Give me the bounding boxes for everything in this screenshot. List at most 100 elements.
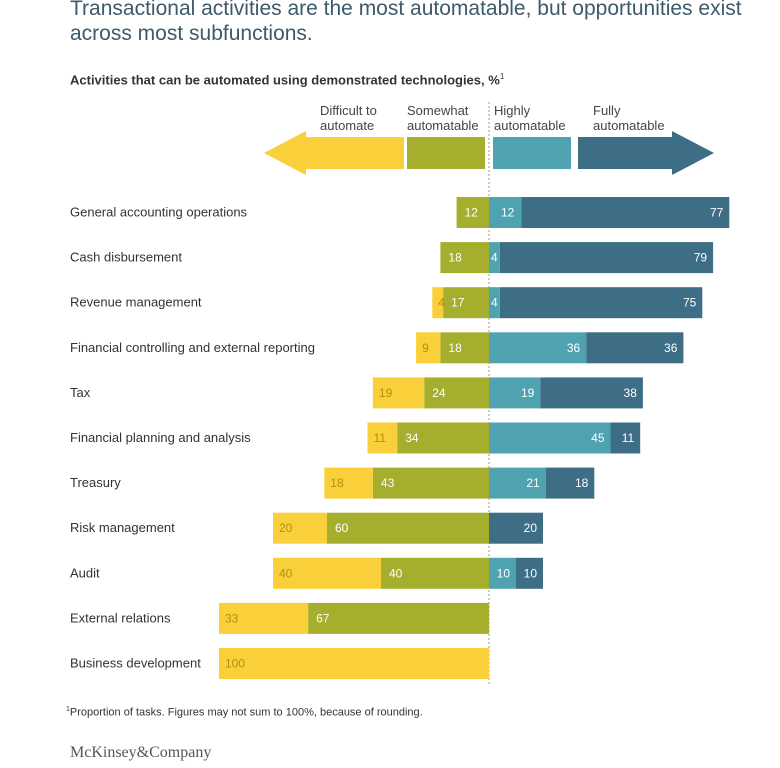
subtitle-footnote-mark: 1 bbox=[499, 72, 505, 81]
value-difficult-treasury: 18 bbox=[330, 476, 344, 490]
value-fully-tax: 38 bbox=[624, 386, 638, 400]
category-label-financial-controlling-and-external-reporting: Financial controlling and external repor… bbox=[70, 340, 315, 355]
footnote: 1Proportion of tasks. Figures may not su… bbox=[66, 706, 423, 719]
legend-label-somewhat-automatable-1: Somewhat bbox=[407, 103, 469, 118]
brand-logo: McKinsey&Company bbox=[70, 744, 212, 761]
bar-highly-cash-disbursement bbox=[489, 242, 500, 274]
bar-somewhat-revenue-management bbox=[443, 287, 489, 319]
legend-label-fully-automatable-2: automatable bbox=[593, 118, 665, 133]
value-somewhat-tax: 24 bbox=[432, 386, 446, 400]
bar-difficult-tax bbox=[372, 377, 425, 409]
legend-label-somewhat-automatable-2: automatable bbox=[407, 118, 479, 133]
category-label-external-relations: External relations bbox=[70, 610, 171, 625]
chart-subtitle: Activities that can be automated using d… bbox=[70, 72, 504, 87]
legend-label-fully-automatable-1: Fully bbox=[593, 103, 621, 118]
value-somewhat-financial-planning-and-analysis: 34 bbox=[405, 431, 419, 445]
bar-highly-tax bbox=[489, 377, 541, 409]
value-fully-general-accounting-operations: 77 bbox=[710, 206, 724, 220]
category-label-treasury: Treasury bbox=[70, 475, 121, 490]
value-highly-audit: 10 bbox=[497, 566, 511, 580]
value-difficult-financial-controlling-and-external-reporting: 9 bbox=[422, 341, 429, 355]
category-label-financial-planning-and-analysis: Financial planning and analysis bbox=[70, 430, 251, 445]
bar-difficult-financial-planning-and-analysis bbox=[367, 422, 398, 454]
footnote-text: Proportion of tasks. Figures may not sum… bbox=[69, 706, 423, 719]
bar-somewhat-general-accounting-operations bbox=[456, 197, 489, 228]
bar-fully-financial-planning-and-analysis bbox=[610, 422, 641, 454]
bar-difficult-revenue-management bbox=[432, 287, 444, 319]
value-fully-treasury: 18 bbox=[575, 476, 589, 490]
value-somewhat-general-accounting-operations: 12 bbox=[465, 206, 479, 220]
bar-highly-treasury bbox=[489, 467, 546, 499]
bar-highly-revenue-management bbox=[489, 287, 500, 319]
bar-somewhat-financial-planning-and-analysis bbox=[397, 422, 489, 454]
category-label-tax: Tax bbox=[70, 385, 91, 400]
value-somewhat-cash-disbursement: 18 bbox=[448, 251, 462, 265]
value-somewhat-treasury: 43 bbox=[381, 476, 395, 490]
category-label-business-development: Business development bbox=[70, 656, 201, 671]
value-difficult-risk-management: 20 bbox=[279, 521, 293, 535]
legend-label-difficult-to-automate-2: automate bbox=[320, 118, 374, 133]
category-label-risk-management: Risk management bbox=[70, 520, 175, 535]
bar-somewhat-tax bbox=[424, 377, 489, 409]
legend-swatch-somewhat bbox=[407, 137, 485, 169]
bar-fully-treasury bbox=[545, 467, 595, 499]
value-fully-financial-controlling-and-external-reporting: 36 bbox=[664, 341, 678, 355]
bar-somewhat-audit bbox=[381, 557, 489, 589]
bar-fully-tax bbox=[540, 377, 643, 409]
legend-arrow-fully bbox=[578, 131, 714, 175]
category-label-general-accounting-operations: General accounting operations bbox=[70, 205, 248, 220]
value-somewhat-risk-management: 60 bbox=[335, 521, 349, 535]
value-difficult-business-development: 100 bbox=[225, 657, 245, 671]
value-difficult-external-relations: 33 bbox=[225, 611, 239, 625]
value-somewhat-external-relations: 67 bbox=[316, 611, 330, 625]
diverging-bar-chart: Difficult toautomateSomewhatautomatableH… bbox=[70, 102, 730, 686]
bar-highly-audit bbox=[489, 557, 516, 589]
bar-difficult-business-development bbox=[219, 648, 489, 679]
value-difficult-audit: 40 bbox=[279, 566, 293, 580]
legend-arrow-difficult bbox=[264, 131, 404, 175]
legend-label-highly-automatable-2: automatable bbox=[494, 118, 566, 133]
value-difficult-financial-planning-and-analysis: 11 bbox=[374, 431, 387, 445]
value-fully-cash-disbursement: 79 bbox=[694, 251, 708, 265]
category-label-cash-disbursement: Cash disbursement bbox=[70, 250, 182, 265]
chart-title: Transactional activities are the most au… bbox=[70, 0, 742, 45]
bar-highly-general-accounting-operations bbox=[489, 197, 522, 228]
value-highly-general-accounting-operations: 12 bbox=[501, 206, 515, 220]
legend-swatch-highly bbox=[493, 137, 571, 169]
bar-highly-financial-controlling-and-external-reporting bbox=[489, 332, 587, 364]
value-difficult-revenue-management: 4 bbox=[438, 296, 445, 310]
bar-fully-financial-controlling-and-external-reporting bbox=[586, 332, 684, 364]
value-fully-revenue-management: 75 bbox=[683, 296, 697, 310]
bar-fully-cash-disbursement bbox=[499, 242, 714, 274]
bar-somewhat-financial-controlling-and-external-reporting bbox=[440, 332, 489, 364]
legend-label-difficult-to-automate-1: Difficult to bbox=[320, 103, 377, 118]
value-somewhat-financial-controlling-and-external-reporting: 18 bbox=[448, 341, 462, 355]
category-label-revenue-management: Revenue management bbox=[70, 295, 202, 310]
value-fully-audit: 10 bbox=[524, 566, 538, 580]
value-highly-treasury: 21 bbox=[526, 476, 540, 490]
bar-fully-audit bbox=[516, 557, 543, 589]
bar-somewhat-risk-management bbox=[327, 512, 489, 544]
value-highly-tax: 19 bbox=[521, 386, 535, 400]
value-highly-financial-controlling-and-external-reporting: 36 bbox=[567, 341, 581, 355]
bar-somewhat-external-relations bbox=[308, 602, 489, 634]
value-fully-financial-planning-and-analysis: 11 bbox=[622, 431, 635, 445]
bar-highly-financial-planning-and-analysis bbox=[489, 422, 611, 454]
value-highly-revenue-management: 4 bbox=[491, 296, 498, 310]
bar-fully-risk-management bbox=[489, 512, 543, 544]
value-highly-cash-disbursement: 4 bbox=[491, 251, 498, 265]
value-somewhat-audit: 40 bbox=[389, 566, 403, 580]
value-difficult-tax: 19 bbox=[379, 386, 393, 400]
bar-difficult-external-relations bbox=[219, 602, 309, 634]
bar-difficult-audit bbox=[273, 557, 381, 589]
value-fully-risk-management: 20 bbox=[524, 521, 538, 535]
category-label-audit: Audit bbox=[70, 565, 100, 580]
legend-label-highly-automatable-1: Highly bbox=[494, 103, 531, 118]
bar-difficult-treasury bbox=[324, 467, 373, 499]
bar-difficult-financial-controlling-and-external-reporting bbox=[416, 332, 441, 364]
bar-fully-revenue-management bbox=[499, 287, 703, 319]
footnote-mark: 1 bbox=[66, 706, 70, 713]
subtitle-text: Activities that can be automated using d… bbox=[70, 72, 500, 88]
bar-somewhat-treasury bbox=[372, 467, 489, 499]
bar-fully-general-accounting-operations bbox=[521, 197, 730, 228]
